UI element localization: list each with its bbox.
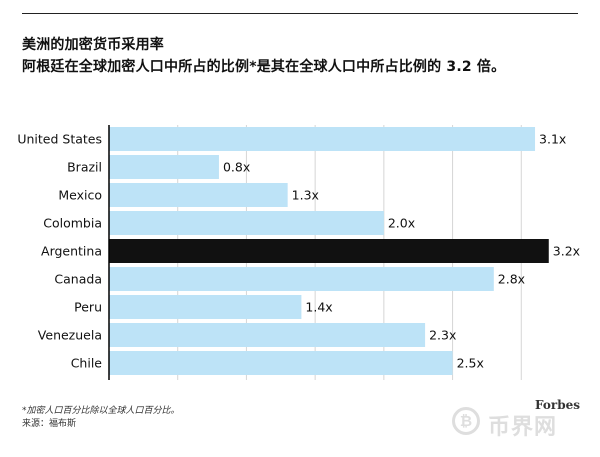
value-label: 2.8x [498,272,525,287]
bar-argentina [109,239,549,263]
top-rule [22,13,578,14]
bar-chart: United States 3.1x Brazil 0.8x Mexico 1.3x Col… [17,125,580,380]
bar-colombia [109,211,384,235]
value-label: 3.1x [539,132,566,147]
bar-venezuela [109,323,426,347]
value-label: 2.0x [388,216,415,231]
chart-subtitle: 阿根廷在全球加密人口中所占的比例*是其在全球人口中所占比例的 3.2 倍。 [22,59,506,75]
chart-title: 美洲的加密货币采用率 [22,37,164,53]
value-label: 2.3x [429,328,456,343]
category-label: Venezuela [38,328,102,343]
category-label: Chile [71,356,103,371]
bar-peru [109,295,302,319]
value-label: 2.5x [457,356,484,371]
value-label: 3.2x [553,244,580,259]
value-label: 1.3x [292,188,319,203]
category-label: Argentina [41,244,102,259]
category-label: Peru [74,300,102,315]
category-label: Mexico [58,188,102,203]
value-label: 1.4x [305,300,332,315]
category-label: United States [17,132,102,147]
bar-brazil [109,155,219,179]
bitcoin-icon: ₿ [452,407,480,435]
category-label: Colombia [43,216,102,231]
bar-canada [109,267,494,291]
category-label: Canada [54,272,102,287]
forbes-logo: Forbes [535,398,580,412]
watermark-text: 币界网 [488,415,558,440]
watermark: ₿ 币界网 [448,403,598,443]
bar-mexico [109,183,288,207]
source-note: 来源：福布斯 [22,419,77,429]
category-label: Brazil [67,160,102,175]
value-label: 0.8x [223,160,250,175]
bar-united-states [109,127,536,151]
bar-chile [109,351,453,375]
footnote: *加密人口百分比除以全球人口百分比。 [22,406,180,416]
